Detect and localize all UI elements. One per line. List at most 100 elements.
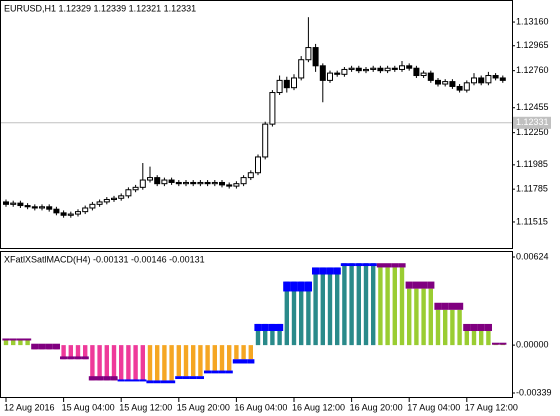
candle-body <box>276 79 283 94</box>
candle-body <box>499 77 506 81</box>
signal-band <box>9 338 17 341</box>
signal-band <box>276 323 284 332</box>
histogram-bar <box>18 339 23 346</box>
signal-band <box>81 356 89 360</box>
candle-body <box>420 72 427 77</box>
signal-band <box>96 376 104 381</box>
indicator-title: XFatlXSatlMACD(H4) -0.00131 -0.00146 -0.… <box>4 254 205 264</box>
signal-band <box>384 263 392 268</box>
histogram-bar <box>299 281 304 346</box>
candle-body <box>355 67 362 72</box>
histogram-bar <box>450 309 455 346</box>
candle-body <box>233 183 240 187</box>
histogram-bar <box>428 288 433 346</box>
signal-band <box>492 342 500 345</box>
signal-band <box>211 370 219 374</box>
histogram-bar <box>335 267 340 346</box>
histogram-bar <box>399 267 405 346</box>
current-price-box <box>513 116 551 129</box>
signal-band <box>326 267 334 275</box>
histogram-bar <box>277 323 282 346</box>
signal-band <box>470 323 478 332</box>
y-tick-label: 1.13160 <box>516 16 549 26</box>
signal-band <box>268 323 276 332</box>
candle-body <box>67 213 74 216</box>
signal-band <box>124 379 132 382</box>
signal-band <box>24 338 32 341</box>
histogram-bar <box>234 345 239 360</box>
candle-body <box>190 181 197 185</box>
candle-body <box>269 92 276 125</box>
signal-band <box>391 263 399 268</box>
candle-body <box>283 79 290 89</box>
candle-body <box>255 156 261 174</box>
signal-band <box>412 281 420 289</box>
y-tick-label: 1.12965 <box>516 40 549 50</box>
candle-body <box>291 77 297 89</box>
signal-band <box>2 338 10 341</box>
signal-band <box>218 370 226 374</box>
candle-body <box>197 181 204 185</box>
candle-body <box>139 179 146 188</box>
x-tick-label: 17 Aug 12:00 <box>465 402 518 412</box>
candle-body <box>363 68 369 72</box>
histogram-bar <box>155 345 160 381</box>
candle-body <box>449 81 456 87</box>
signal-band <box>175 376 183 380</box>
candle-body <box>175 181 182 185</box>
candle-body <box>377 67 384 72</box>
histogram-bar <box>205 345 210 371</box>
candle-body <box>485 75 492 84</box>
signal-band <box>67 356 75 360</box>
signal-band <box>297 281 305 292</box>
signal-band <box>232 359 240 364</box>
candle-body <box>471 77 477 84</box>
signal-band <box>434 302 442 310</box>
signal-band <box>103 376 111 381</box>
signal-band <box>254 323 262 332</box>
candle-body <box>391 67 398 70</box>
y-tick-label: 1.12455 <box>516 102 549 112</box>
y-tick-label: 0.00000 <box>516 339 549 349</box>
histogram-bar <box>392 267 397 346</box>
signal-band <box>153 380 161 384</box>
signal-band <box>196 376 204 380</box>
x-tick-label: 16 Aug 12:00 <box>292 402 345 412</box>
histogram-bar <box>147 345 153 381</box>
signal-band <box>247 359 255 364</box>
candle-body <box>17 202 24 207</box>
signal-band <box>38 343 46 350</box>
candle-body <box>312 47 319 67</box>
histogram-bar <box>471 331 477 346</box>
signal-band <box>427 281 435 289</box>
signal-band <box>312 267 320 275</box>
candle-body <box>204 181 211 185</box>
histogram-bar <box>414 288 419 346</box>
histogram-bar <box>443 309 448 346</box>
y-tick-label: 1.12250 <box>516 127 549 137</box>
candle-body <box>3 201 9 205</box>
candle-body <box>103 198 110 203</box>
x-tick-label: 17 Aug 04:00 <box>407 402 460 412</box>
candle-body <box>96 201 103 205</box>
signal-band <box>477 323 485 332</box>
candle-body <box>262 123 269 158</box>
histogram-bar <box>284 281 289 346</box>
current-price-label: 1.12331 <box>516 117 549 127</box>
histogram-bar <box>320 267 325 346</box>
signal-band <box>88 376 96 381</box>
candle-body <box>10 202 17 205</box>
signal-band <box>348 263 356 267</box>
signal-band <box>499 342 507 345</box>
signal-band <box>463 323 471 332</box>
candle-body <box>226 184 233 187</box>
histogram-bar <box>119 345 124 381</box>
histogram-bar <box>176 345 181 377</box>
candle-body <box>132 186 139 191</box>
candle-body <box>168 179 175 183</box>
histogram-bar <box>133 345 138 381</box>
histogram-bar <box>255 323 261 346</box>
signal-band <box>448 302 456 310</box>
histogram-bar <box>306 281 311 346</box>
